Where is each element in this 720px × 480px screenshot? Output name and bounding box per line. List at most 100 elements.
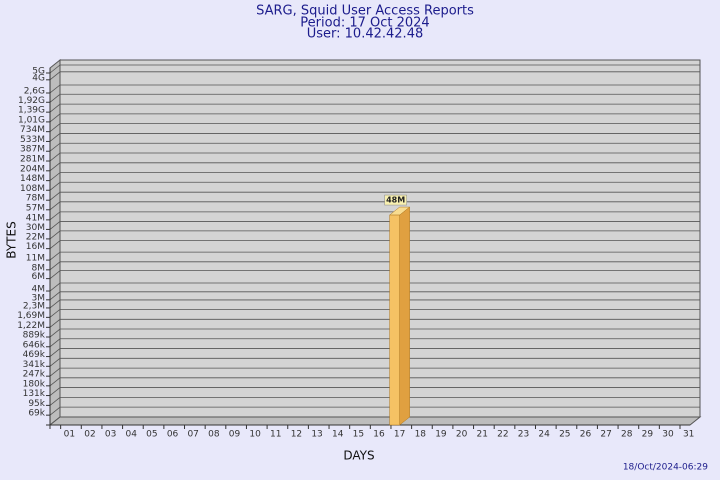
y-tick-label: 2,6G: [24, 86, 45, 96]
x-tick-label: 27: [600, 430, 611, 440]
grid-line: [49, 123, 700, 132]
grid-line: [49, 357, 700, 367]
grid-line: [49, 406, 700, 416]
grid-line: [49, 201, 700, 211]
x-tick-label: 05: [146, 430, 157, 440]
y-tick-label: 341k: [23, 360, 46, 370]
x-tick-label: 17: [394, 430, 405, 440]
grid-line: [49, 142, 700, 152]
x-tick-label: 23: [518, 430, 529, 440]
grid-line: [49, 282, 700, 292]
plot-area: 69k95k131k180k247k341k469k646k889k1,22M1…: [17, 58, 702, 440]
grid-line: [49, 318, 700, 328]
x-tick-label: 28: [621, 430, 633, 440]
y-tick-label: 180k: [23, 379, 46, 389]
x-tick-label: 09: [229, 430, 241, 440]
x-tick-label: 11: [270, 430, 281, 440]
y-tick-label: 1,22M: [17, 321, 45, 331]
grid-line: [49, 113, 700, 123]
y-tick-label: 533M: [20, 135, 45, 145]
x-tick-label: 03: [105, 430, 116, 440]
grid-line: [49, 152, 700, 162]
x-tick-label: 18: [415, 430, 427, 440]
bar: [388, 206, 411, 426]
y-tick-label: 281M: [20, 155, 45, 165]
y-tick-label: 22M: [26, 232, 45, 242]
x-tick-label: 10: [249, 430, 261, 440]
chart-subtitle: Period: 17 Oct 2024: [300, 16, 429, 31]
y-tick-label: 131k: [23, 389, 46, 399]
grid-line: [49, 261, 700, 271]
grid-line: [49, 162, 700, 172]
y-axis-label: BYTES: [5, 221, 19, 258]
chart-title: SARG, Squid User Access Reports: [256, 4, 474, 19]
grid-line: [49, 133, 700, 142]
floor: [48, 416, 702, 426]
grid-line: [49, 221, 700, 230]
y-tick-label: 69k: [28, 409, 45, 419]
y-tick-label: 469k: [23, 350, 46, 360]
y-tick-label: 734M: [20, 125, 45, 135]
y-tick-label: 57M: [26, 203, 45, 213]
y-tick-label: 1,69M: [17, 311, 45, 321]
y-tick-label: 108M: [20, 184, 45, 194]
grid-line: [49, 172, 700, 181]
x-axis-label: DAYS: [343, 449, 374, 463]
y-tick-label: 204M: [20, 164, 45, 174]
y-tick-label: 4G: [32, 73, 45, 83]
y-tick-label: 247k: [23, 370, 46, 380]
x-tick-label: 08: [208, 430, 220, 440]
grid-line: [49, 240, 700, 249]
grid-line: [49, 291, 700, 301]
bar-front: [389, 214, 400, 426]
y-tick-label: 11M: [26, 254, 45, 264]
grid-line: [49, 84, 700, 94]
x-tick-label: 13: [311, 430, 322, 440]
x-tick-label: 14: [332, 430, 344, 440]
y-tick-label: 30M: [26, 223, 45, 233]
x-tick-label: 04: [126, 430, 138, 440]
grid-line: [49, 328, 700, 338]
grid-line: [49, 211, 700, 221]
x-tick-label: 02: [84, 430, 95, 440]
y-tick-label: 889k: [23, 331, 46, 341]
x-tick-label: 21: [476, 430, 487, 440]
grid-line: [49, 71, 700, 81]
y-tick-label: 8M: [32, 263, 46, 273]
y-tick-label: 6M: [32, 272, 46, 282]
value-label: 48M: [386, 196, 405, 205]
y-tick-label: 95k: [28, 399, 45, 409]
grid-line: [49, 348, 700, 357]
grid-line: [49, 387, 700, 396]
x-tick-label: 29: [642, 430, 654, 440]
y-tick-label: 646k: [23, 340, 46, 350]
grid-line: [49, 64, 700, 74]
x-tick-label: 15: [353, 430, 364, 440]
x-tick-label: 31: [683, 430, 694, 440]
grid-line: [49, 93, 700, 103]
y-tick-label: 1,92G: [18, 96, 45, 106]
y-tick-label: 2,3M: [23, 301, 45, 311]
x-tick-label: 12: [291, 430, 302, 440]
grid-line: [49, 181, 700, 191]
x-tick-label: 24: [538, 430, 550, 440]
grid-line: [49, 308, 700, 318]
y-tick-label: 148M: [20, 174, 45, 184]
x-tick-label: 07: [187, 430, 198, 440]
grid-line: [49, 396, 700, 406]
grid-line: [49, 270, 700, 279]
y-tick-label: 41M: [26, 213, 45, 223]
grid-line: [49, 230, 700, 240]
x-tick-label: 22: [497, 430, 508, 440]
grid-line: [49, 299, 700, 309]
y-tick-label: 1,39G: [18, 106, 45, 116]
x-tick-label: 30: [662, 430, 674, 440]
x-tick-label: 01: [64, 430, 75, 440]
x-tick-label: 20: [456, 430, 468, 440]
y-tick-label: 4M: [32, 285, 46, 295]
y-tick-label: 16M: [26, 242, 45, 252]
grid-line: [49, 103, 700, 113]
grid-line: [49, 191, 700, 201]
grid-line: [49, 377, 700, 387]
y-tick-label: 78M: [26, 194, 45, 204]
